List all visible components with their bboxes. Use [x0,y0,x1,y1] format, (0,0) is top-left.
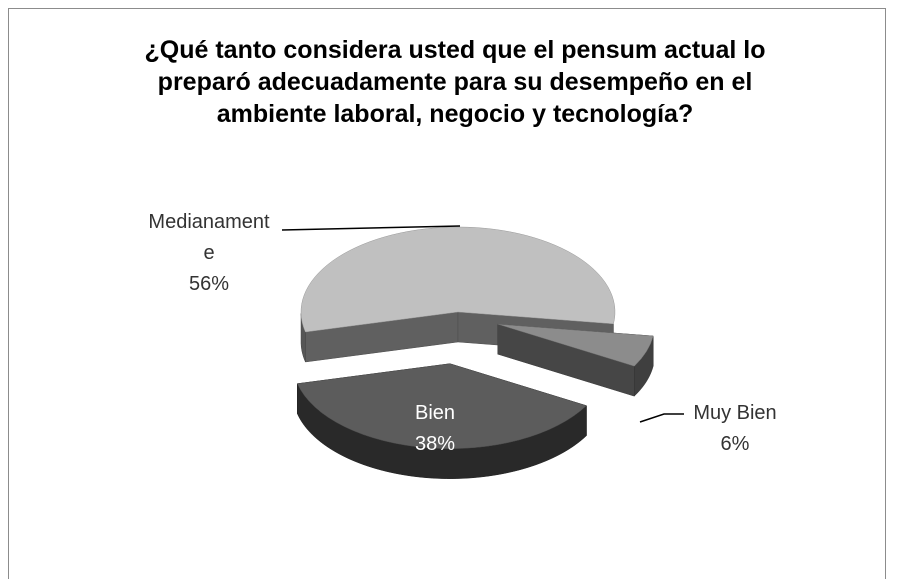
chart [281,225,684,479]
slice-top [296,363,587,449]
value-label: 6% [720,433,750,455]
category-label: Muy Bien [693,402,777,424]
slice-top [497,323,654,367]
chart-title: ¿Qué tanto considera usted que el pensum… [144,36,766,128]
slice-label: Bien 38% [380,398,490,460]
pie-slice [497,323,654,397]
pie-slice [296,363,587,479]
slice-label: Medianamente 56% [146,207,272,300]
slice-label: Muy Bien 6% [680,398,790,460]
leader-line [281,225,461,231]
category-label: Medianamente [148,211,270,264]
page: ¿Qué tanto considera usted que el pensum… [8,8,886,579]
slice-top [300,226,616,333]
leader-line [639,413,684,423]
value-label: 56% [188,273,230,295]
chart-border [8,8,886,579]
category-label: Bien [414,402,456,424]
value-label: 38% [414,433,456,455]
